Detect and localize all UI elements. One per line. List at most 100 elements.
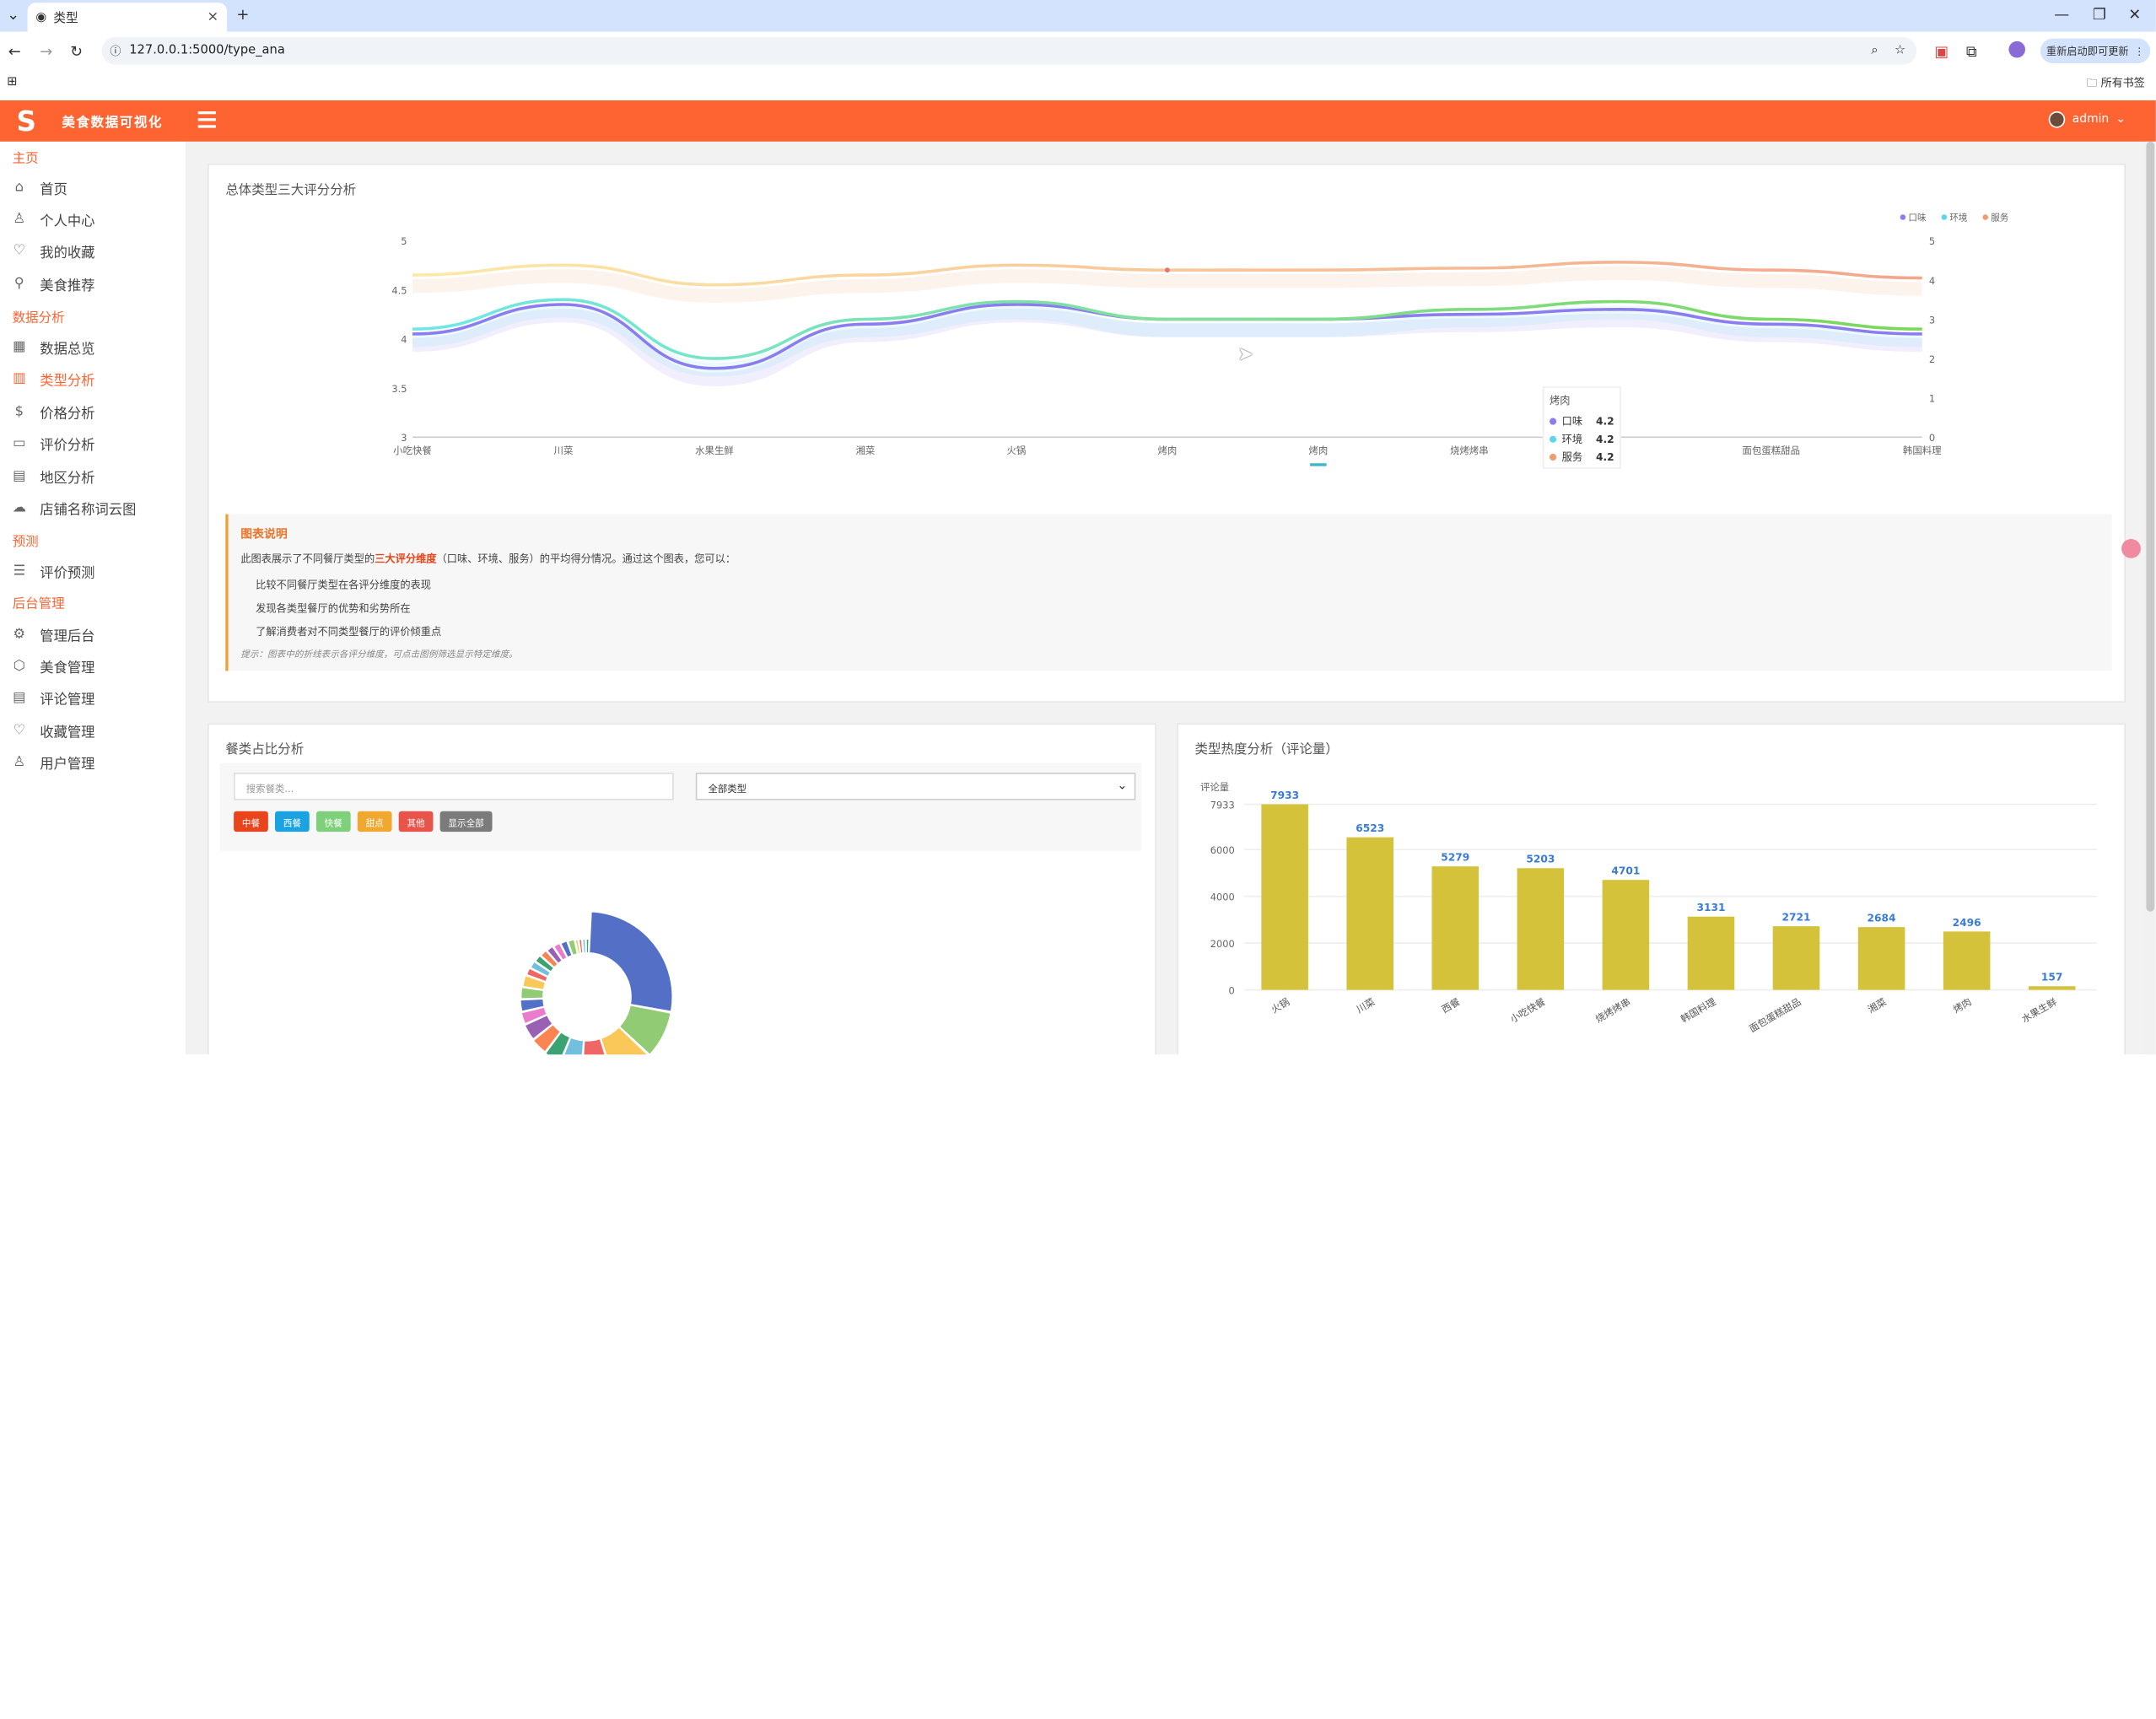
back-icon[interactable]: ← [8, 42, 21, 61]
user-menu[interactable]: admin ⌄ [2049, 111, 2126, 128]
sidebar-item[interactable]: ⌂ 首页 [11, 177, 67, 198]
page-scrollbar[interactable] [2144, 141, 2156, 1055]
sidebar-item-label: 价格分析 [40, 407, 95, 423]
filter-button[interactable]: 中餐 [234, 811, 268, 833]
extension-icon[interactable]: ▣ [1934, 42, 1949, 61]
comment-count-bar-chart[interactable]: 评论量 0 2000 4000 6000 7933 7933 火锅 6523 川菜 5279 西餐 52… [1178, 763, 2127, 1055]
minimize-icon[interactable]: — [2054, 5, 2070, 24]
sidebar-item[interactable]: ♙ 个人中心 [11, 209, 95, 229]
bar-value-label: 5203 [1526, 854, 1555, 865]
tooltip-row-name: 服务 [1561, 450, 1583, 464]
type-heat-card: 类型热度分析（评论量） 评论量 0 2000 4000 6000 7933 7933 火锅 65… [1177, 723, 2127, 1055]
sidebar-item[interactable]: ▤ 地区分析 [11, 466, 94, 487]
sidebar-item[interactable]: ▦ 数据总览 [11, 337, 94, 358]
sidebar-item[interactable]: ☰ 评价预测 [11, 561, 95, 581]
list-icon: ☰ [13, 563, 26, 579]
donut-slice [574, 939, 581, 955]
sidebar-item[interactable]: $ 价格分析 [11, 401, 95, 423]
sidebar-item[interactable]: ⬡ 美食管理 [11, 656, 95, 676]
tab-search-icon[interactable]: ⌄ [7, 5, 20, 24]
donut-slice [520, 998, 545, 1012]
sidebar-item-label: 管理后台 [40, 629, 95, 645]
browser-tab-bar: ⌄ ◉ 类型 × + — ❐ ✕ [0, 0, 2156, 32]
sidebar-item[interactable]: ⚙ 管理后台 [11, 624, 95, 645]
bar [1772, 926, 1820, 990]
browser-tab[interactable]: ◉ 类型 × [27, 3, 227, 32]
sidebar-item-label: 评论管理 [40, 692, 95, 709]
address-bar[interactable]: ⓘ 127.0.0.1:5000/type_ana ⌕ ☆ [101, 37, 1917, 65]
sidebar-item[interactable]: ♡ 我的收藏 [11, 240, 95, 261]
donut-slice [521, 974, 547, 991]
window-close-icon[interactable]: ✕ [2128, 5, 2142, 24]
sidebar-item[interactable]: ♙ 用户管理 [11, 752, 95, 773]
description-title: 图表说明 [240, 527, 288, 542]
x-tick-label: 湘菜 [1866, 995, 1889, 1016]
reload-icon[interactable]: ↻ [70, 42, 84, 61]
tooltip-row-name: 环境 [1561, 433, 1583, 446]
donut-slice [532, 1023, 562, 1053]
filter-button[interactable]: 快餐 [315, 811, 351, 833]
tooltip-row: 口味 4.2 [1550, 412, 1614, 430]
user-name: admin [2072, 112, 2110, 127]
bar-value-label: 7933 [1270, 789, 1299, 801]
filter-button[interactable]: 其他 [398, 811, 434, 833]
maximize-icon[interactable]: ❐ [2092, 5, 2106, 24]
sidebar-item[interactable]: ♡ 收藏管理 [11, 720, 95, 741]
description-hint: 提示：图表中的折线表示各评分维度，可点击图例筛选显示特定维度。 [240, 649, 518, 660]
bar [1943, 931, 1991, 990]
tab-close-icon[interactable]: × [207, 9, 219, 25]
x-tick-label: 水果生鲜 [2019, 995, 2059, 1025]
folder-icon: 🗀 [2086, 77, 2101, 89]
apps-grid-icon[interactable]: ⊞ [7, 75, 18, 89]
bookmark-star-icon[interactable]: ☆ [1895, 44, 1906, 58]
sidebar-item[interactable]: ▥ 类型分析 [11, 369, 94, 389]
floating-assistant-icon[interactable] [2121, 538, 2141, 558]
x-tick-label: 水果生鲜 [695, 445, 734, 456]
forward-icon[interactable]: → [40, 42, 53, 61]
extensions-puzzle-icon[interactable]: ⧉ [1965, 42, 1977, 61]
tab-favicon-icon: ◉ [35, 10, 47, 24]
category-search-input[interactable]: 搜索餐类... [234, 773, 674, 800]
bar [1687, 916, 1735, 990]
update-button-label: 重新启动即可更新 [2046, 44, 2129, 57]
chevron-down-icon: ⌄ [1117, 779, 1128, 794]
map-icon: ▤ [13, 468, 26, 484]
menu-toggle-icon[interactable] [197, 111, 216, 128]
category-donut-chart[interactable] [484, 886, 759, 1055]
bar [1431, 866, 1480, 990]
y-tick-label: 3.5 [391, 383, 407, 395]
sidebar-item[interactable]: ▭ 评价分析 [11, 433, 94, 454]
x-tick-label: 川菜 [1354, 995, 1377, 1016]
sidebar: 主页 ⌂ 首页 ♙ 个人中心 ♡ 我的收藏 ⚲ 美食推荐 数据分析 ▦ 数据总览 ▥ 类型分析 $ 价格分析 ▭… [0, 141, 187, 1055]
url-text: 127.0.0.1:5000/type_ana [129, 44, 285, 58]
site-info-icon[interactable]: ⓘ [110, 44, 121, 57]
sidebar-item[interactable]: ▤ 评论管理 [11, 687, 94, 708]
type-select[interactable]: 全部类型 ⌄ [695, 773, 1136, 800]
all-bookmarks[interactable]: 🗀 所有书签 [2086, 76, 2144, 95]
tooltip-row-value: 4.2 [1595, 415, 1614, 428]
sidebar-item[interactable]: ☁ 店铺名称词云图 [11, 498, 137, 518]
bar-value-label: 5279 [1441, 852, 1469, 864]
filter-button[interactable]: 显示全部 [439, 811, 493, 833]
filter-button[interactable]: 西餐 [275, 811, 310, 833]
donut-slice [534, 955, 555, 973]
y-tick-label: 4.5 [391, 284, 407, 296]
tooltip-row-name: 口味 [1561, 415, 1583, 428]
x-tick-label: 韩国料理 [1903, 445, 1942, 456]
filter-button[interactable]: 甜点 [357, 811, 392, 833]
sidebar-section-title: 数据分析 [12, 310, 65, 326]
sidebar-item[interactable]: ⚲ 美食推荐 [11, 273, 95, 294]
logo-icon: S [16, 104, 37, 137]
new-tab-icon[interactable]: + [236, 5, 250, 24]
sidebar-item-label: 首页 [40, 182, 67, 198]
sidebar-section-title: 后台管理 [12, 596, 65, 612]
x-tick-label: 烤肉 [1308, 445, 1328, 456]
chat-icon: ▤ [13, 690, 26, 706]
zoom-icon[interactable]: ⌕ [1871, 44, 1878, 58]
update-button[interactable]: 重新启动即可更新 ⋮ [2040, 38, 2151, 63]
bar [1261, 804, 1308, 990]
tooltip-dot [1550, 418, 1557, 425]
sidebar-item-label: 我的收藏 [40, 245, 95, 261]
profile-avatar[interactable] [2008, 40, 2025, 58]
